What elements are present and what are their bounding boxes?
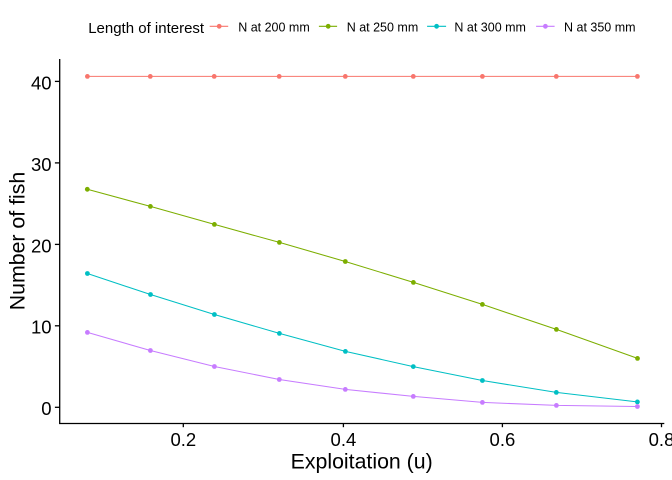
svg-text:0.2: 0.2 [170, 429, 196, 450]
svg-text:0.6: 0.6 [490, 429, 516, 450]
svg-text:N at 200 mm: N at 200 mm [238, 21, 310, 35]
svg-text:Number of fish: Number of fish [5, 172, 29, 310]
svg-text:Exploitation (u): Exploitation (u) [291, 450, 433, 474]
svg-text:40: 40 [31, 72, 52, 93]
svg-text:30: 30 [31, 154, 52, 175]
svg-text:N at 250 mm: N at 250 mm [347, 21, 419, 35]
svg-text:N at 300 mm: N at 300 mm [454, 21, 526, 35]
svg-text:20: 20 [31, 235, 52, 256]
svg-text:N at 350 mm: N at 350 mm [564, 21, 636, 35]
svg-text:0.8: 0.8 [649, 429, 672, 450]
svg-text:0: 0 [41, 398, 51, 419]
svg-text:Length of interest: Length of interest [88, 20, 205, 37]
svg-text:0.4: 0.4 [331, 429, 357, 450]
svg-text:10: 10 [31, 317, 52, 338]
